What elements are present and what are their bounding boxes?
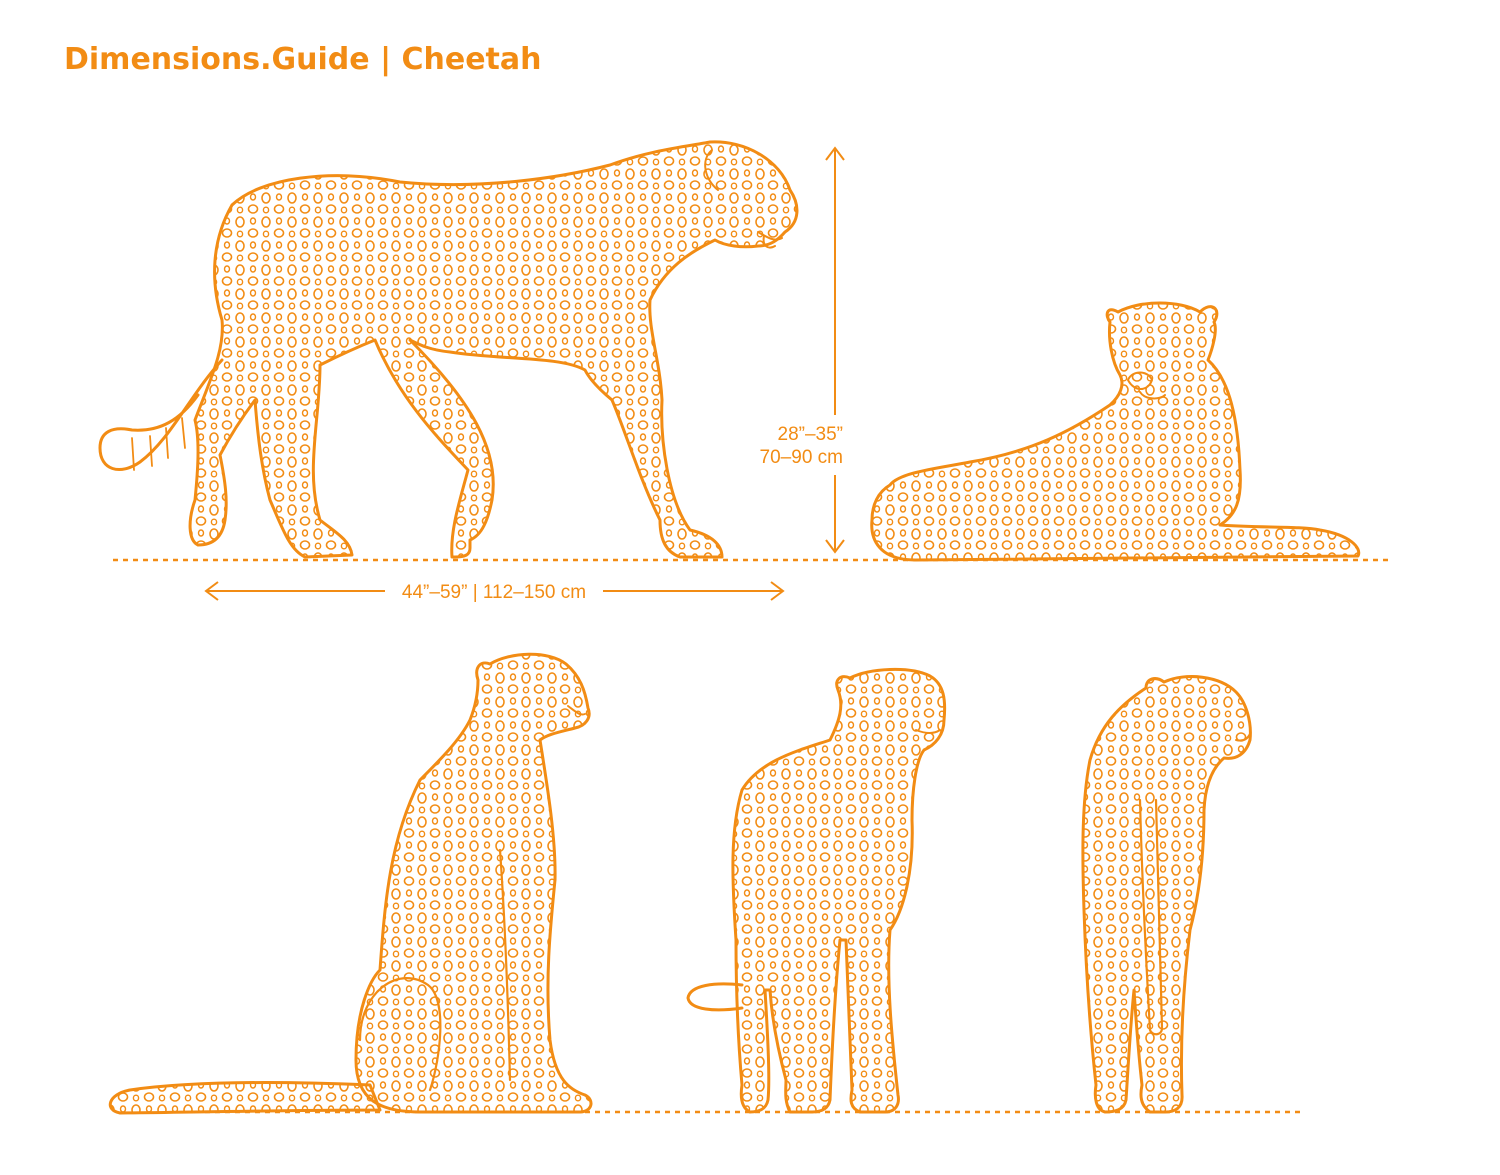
length-label: 44”–59” | 112–150 cm [402, 582, 586, 603]
title-separator: | [380, 42, 392, 77]
cheetah-walking-side [98, 140, 799, 559]
cheetah-sitting [108, 652, 593, 1115]
length-dimension [204, 581, 785, 601]
cheetah-standing-front [686, 668, 947, 1114]
page-title: Dimensions.Guide | Cheetah [64, 42, 542, 77]
cheetah-lying [870, 301, 1361, 562]
height-label-imperial: 28”–35” [778, 424, 844, 445]
height-label-metric: 70–90 cm [760, 447, 843, 468]
brand-name: Dimensions.Guide [64, 42, 370, 77]
subject-name: Cheetah [401, 42, 542, 77]
height-dimension [825, 146, 845, 554]
cheetah-standing-rear [1081, 675, 1252, 1114]
